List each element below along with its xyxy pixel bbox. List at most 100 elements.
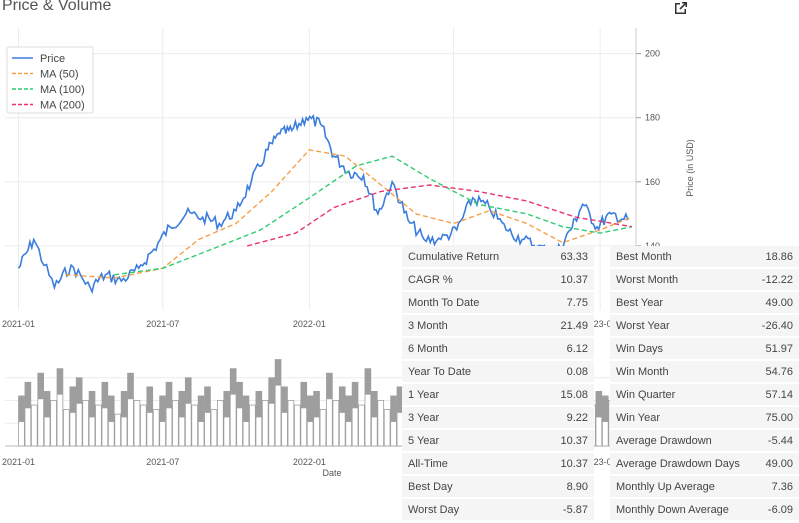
stats-row: Best Year 49.00 [610, 291, 799, 315]
stats-value: 57.14 [753, 383, 799, 407]
volume-bar [377, 400, 385, 447]
stats-value: 8.90 [540, 475, 594, 499]
volume-bar-fill [230, 368, 237, 395]
x-tick-label: 2023-01 [584, 319, 617, 329]
volume-bar-fill [57, 368, 63, 395]
y-axis-title: Price (in USD) [685, 139, 695, 197]
volume-bar [294, 404, 301, 447]
page-title: Price & Volume [2, 0, 112, 14]
stats-value: -6.09 [753, 498, 799, 522]
stats-label: Worst Month [610, 268, 754, 292]
volume-bar-fill [185, 377, 192, 404]
stats-row: Win Quarter 57.14 [610, 383, 799, 407]
stats-label: Best Month [610, 246, 754, 269]
stats-label: Monthly Down Average [610, 498, 754, 522]
stats-row: Win Year 75.00 [610, 406, 799, 430]
volume-bar [114, 413, 121, 447]
stats-value: 7.75 [540, 291, 594, 315]
stats-row: 3 Month 21.49 [402, 314, 594, 338]
stats-value: 10.37 [540, 452, 594, 476]
series-line-ma200 [247, 184, 633, 247]
volume-bar-fill [275, 359, 281, 386]
volume-bar-fill [281, 386, 288, 413]
volume-bar [82, 400, 89, 447]
stats-row: Year To Date 0.08 [402, 360, 594, 384]
stats-table-left: Cumulative Return 63.33 CAGR % 10.37 Month T… [402, 246, 594, 522]
legend-label: Price [40, 53, 65, 65]
volume-bar [287, 400, 295, 447]
stats-row: 1 Year 15.08 [402, 383, 594, 407]
stats-value: 6.12 [540, 337, 594, 361]
volume-bar [249, 404, 256, 447]
stats-label: 6 Month [402, 337, 541, 361]
volume-bar [319, 409, 327, 447]
volume-bar-fill [44, 391, 51, 418]
stats-label: All-Time [402, 452, 541, 476]
external-link-icon[interactable] [673, 0, 689, 16]
series-line-ma100 [114, 155, 633, 276]
stats-row: 3 Year 9.22 [402, 406, 594, 430]
stats-value: 0.08 [540, 360, 594, 384]
stats-row: Best Day 8.90 [402, 475, 594, 499]
volume-bar-fill [18, 395, 25, 422]
stats-value: 49.00 [753, 452, 799, 476]
stats-value: 54.76 [753, 360, 799, 384]
stats-row: Average Drawdown -5.44 [610, 429, 799, 453]
volume-bar-fill [223, 391, 230, 418]
legend-box [6, 46, 94, 114]
stats-value: 7.36 [753, 475, 799, 499]
stats-row: Best Month 18.86 [610, 246, 799, 269]
stats-label: Average Drawdown Days [610, 452, 754, 476]
volume-bar-fill [24, 382, 31, 409]
stats-row: 6 Month 6.12 [402, 337, 594, 361]
stats-value: -5.44 [753, 429, 799, 453]
stats-row: Monthly Down Average -6.09 [610, 498, 799, 522]
stats-row: Win Days 51.97 [610, 337, 799, 361]
volume-bar-fill [236, 382, 243, 409]
volume-bar-fill [352, 382, 358, 409]
volume-bar-fill [313, 391, 320, 418]
volume-bar-fill [89, 391, 95, 418]
volume-bar-fill [595, 391, 602, 418]
stats-label: 5 Year [402, 429, 541, 453]
volume-bar-fill [121, 391, 128, 418]
volume-bar-fill [69, 386, 76, 413]
volume-bar-fill [76, 377, 83, 404]
series-line-price [17, 113, 629, 295]
volume-bar [140, 404, 147, 447]
volume-bar-fill [364, 368, 371, 395]
x-tick-label: 2022-01 [293, 319, 326, 329]
legend-label: MA (200) [40, 100, 85, 112]
stats-value: 15.08 [540, 383, 594, 407]
stats-row: Cumulative Return 63.33 [402, 246, 594, 269]
stats-label: Win Year [610, 406, 754, 430]
volume-bar-fill [255, 391, 262, 418]
volume-bar [95, 404, 102, 447]
stats-label: 1 Year [402, 383, 541, 407]
legend-label: MA (100) [40, 84, 85, 96]
stats-value: 63.33 [540, 246, 594, 269]
volume-x-tick-label: 2022-01 [293, 457, 326, 467]
stats-label: Win Month [610, 360, 754, 384]
volume-bar-fill [307, 395, 314, 422]
volume-bar [358, 404, 365, 447]
stats-value: 9.22 [540, 406, 594, 430]
volume-bar [261, 400, 269, 447]
stats-label: Worst Day [402, 498, 541, 522]
stats-label: CAGR % [402, 268, 541, 292]
volume-bar-fill [166, 382, 172, 409]
stats-label: Best Year [610, 291, 754, 315]
series-line-ma50 [65, 149, 633, 279]
stats-label: Month To Date [402, 291, 541, 315]
stats-label: Win Days [610, 337, 754, 361]
stats-row: Worst Day -5.87 [402, 498, 594, 522]
volume-bar-fill [371, 391, 378, 418]
volume-bar [383, 409, 391, 447]
volume-bar [217, 400, 224, 447]
volume-bar-fill [397, 386, 403, 413]
stats-row: 5 Year 10.37 [402, 429, 594, 453]
stats-value: 49.00 [753, 291, 799, 315]
volume-bar [332, 400, 340, 447]
volume-bar [152, 409, 160, 447]
volume-bar [30, 404, 38, 447]
